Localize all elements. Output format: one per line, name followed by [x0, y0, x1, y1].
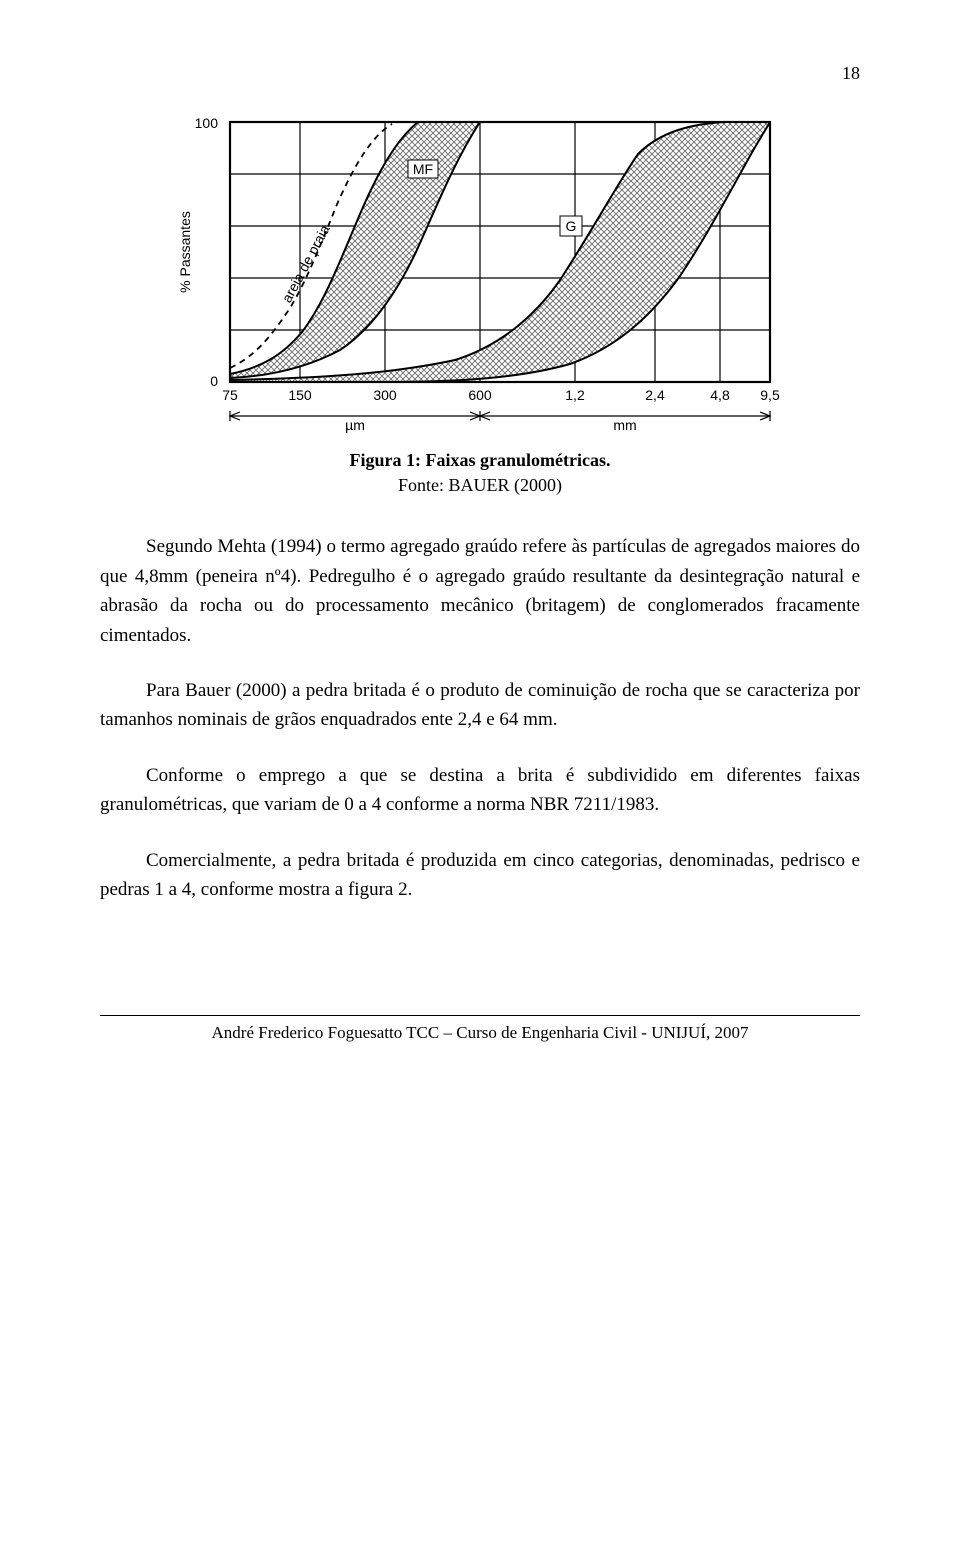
svg-text:75: 75	[222, 387, 238, 403]
svg-text:600: 600	[468, 387, 492, 403]
svg-text:MF: MF	[413, 161, 433, 177]
figure-caption-title: Figura 1: Faixas granulométricas.	[350, 450, 611, 470]
svg-text:100: 100	[195, 115, 219, 131]
footer-text: André Frederico Foguesatto TCC – Curso d…	[100, 1016, 860, 1046]
figure-1-caption: Figura 1: Faixas granulométricas. Fonte:…	[100, 448, 860, 498]
svg-text:2,4: 2,4	[645, 387, 665, 403]
svg-text:1,2: 1,2	[565, 387, 585, 403]
svg-text:0: 0	[210, 373, 218, 389]
svg-text:9,5: 9,5	[760, 387, 780, 403]
paragraph-3: Conforme o emprego a que se destina a br…	[100, 761, 860, 820]
svg-text:G: G	[566, 218, 577, 234]
figure-1-chart: 100 0 % Passantes 75 150 300 600 1,2 2,4 4,8 9,5 µm…	[100, 106, 860, 436]
svg-text:300: 300	[373, 387, 397, 403]
paragraph-4: Comercialmente, a pedra britada é produz…	[100, 846, 860, 905]
svg-text:150: 150	[288, 387, 312, 403]
svg-text:mm: mm	[613, 417, 636, 433]
paragraph-2: Para Bauer (2000) a pedra britada é o pr…	[100, 676, 860, 735]
svg-text:µm: µm	[345, 417, 365, 433]
page-number: 18	[100, 60, 860, 88]
figure-caption-source: Fonte: BAUER (2000)	[398, 475, 562, 495]
granulometry-chart-svg: 100 0 % Passantes 75 150 300 600 1,2 2,4 4,8 9,5 µm…	[160, 106, 800, 436]
svg-text:4,8: 4,8	[710, 387, 730, 403]
svg-text:% Passantes: % Passantes	[177, 211, 193, 293]
paragraph-1: Segundo Mehta (1994) o termo agregado gr…	[100, 532, 860, 650]
